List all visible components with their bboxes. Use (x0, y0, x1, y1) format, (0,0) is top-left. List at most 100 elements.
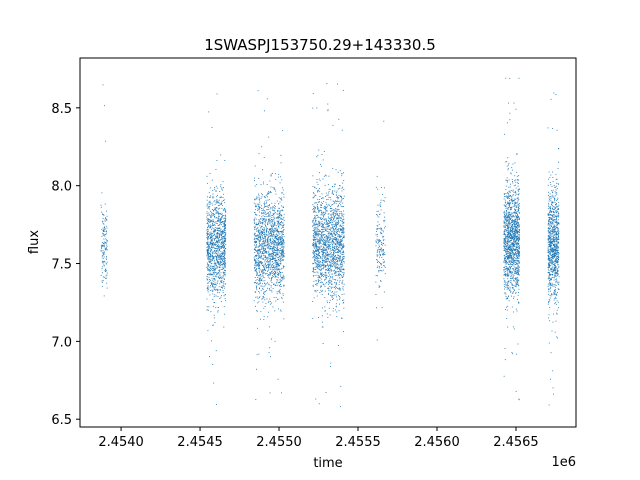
data-point (206, 243, 208, 245)
data-point (321, 264, 322, 266)
data-point (335, 245, 337, 247)
data-point (512, 169, 513, 171)
data-point (379, 227, 381, 229)
data-point (268, 218, 270, 220)
data-point (331, 224, 332, 226)
data-point (258, 195, 260, 197)
data-point (334, 236, 336, 238)
data-point (342, 215, 344, 217)
data-point (276, 237, 278, 239)
data-point (337, 279, 339, 281)
data-point (213, 244, 215, 246)
data-point (217, 201, 219, 203)
data-point (283, 276, 285, 278)
data-point (106, 210, 108, 212)
data-point (274, 230, 276, 232)
data-point (220, 286, 222, 288)
data-point (322, 251, 324, 252)
data-point (319, 243, 321, 245)
data-point (510, 230, 512, 232)
data-point (334, 239, 336, 240)
data-point (280, 154, 282, 156)
data-point (221, 259, 223, 261)
data-point (220, 255, 222, 257)
data-point (335, 267, 337, 269)
data-point (212, 324, 214, 326)
data-point (326, 257, 328, 259)
data-point (331, 209, 333, 211)
data-point (220, 281, 222, 283)
data-point (223, 238, 225, 240)
data-point (212, 221, 214, 223)
data-point (269, 208, 271, 210)
data-point (219, 253, 221, 255)
data-point (283, 229, 285, 230)
data-point (320, 286, 321, 288)
data-point (339, 252, 341, 254)
data-point (509, 247, 511, 249)
data-point (210, 242, 212, 243)
data-point (329, 197, 331, 199)
data-point (329, 241, 331, 243)
data-point (215, 242, 217, 244)
data-point (312, 196, 314, 198)
data-point (515, 227, 517, 229)
data-point (326, 250, 328, 252)
data-point (103, 256, 105, 258)
data-point (379, 253, 381, 255)
data-point (264, 259, 266, 261)
data-point (260, 277, 261, 279)
data-point (224, 224, 226, 226)
data-point (381, 242, 383, 243)
data-point (318, 317, 320, 318)
data-point (332, 246, 333, 248)
data-point (312, 239, 314, 240)
data-point (324, 260, 325, 262)
data-point (508, 231, 510, 233)
data-point (313, 241, 314, 243)
data-point (329, 268, 330, 269)
data-point (506, 267, 508, 269)
data-point (259, 292, 261, 294)
data-point (212, 257, 214, 259)
data-point (275, 252, 277, 254)
data-point (318, 243, 320, 245)
data-point (224, 269, 225, 271)
data-point (281, 221, 282, 223)
data-point (254, 185, 256, 187)
data-point (100, 206, 102, 208)
data-point (261, 234, 263, 236)
data-point (215, 200, 217, 202)
data-point (219, 289, 221, 290)
data-point (328, 274, 330, 276)
data-point (325, 229, 327, 231)
data-point (327, 257, 329, 259)
data-point (328, 235, 330, 237)
data-point (268, 239, 270, 241)
data-point (517, 182, 518, 184)
data-point (210, 226, 212, 228)
data-point (320, 236, 322, 238)
data-point (222, 254, 224, 255)
data-point (333, 252, 335, 254)
data-point (274, 246, 276, 248)
data-point (215, 207, 217, 209)
data-point (216, 253, 218, 255)
data-point (317, 154, 319, 156)
data-point (217, 255, 219, 257)
data-point (273, 213, 275, 215)
data-point (270, 259, 272, 261)
data-point (335, 261, 337, 263)
data-point (273, 245, 275, 247)
data-point (337, 287, 339, 289)
data-point (321, 237, 323, 239)
data-point (225, 232, 227, 234)
data-point (517, 267, 519, 269)
data-point (319, 233, 321, 235)
data-point (221, 287, 223, 288)
data-point (260, 271, 262, 273)
data-point (219, 264, 221, 266)
data-point (219, 274, 221, 276)
data-point (338, 275, 340, 276)
data-point (270, 175, 272, 176)
